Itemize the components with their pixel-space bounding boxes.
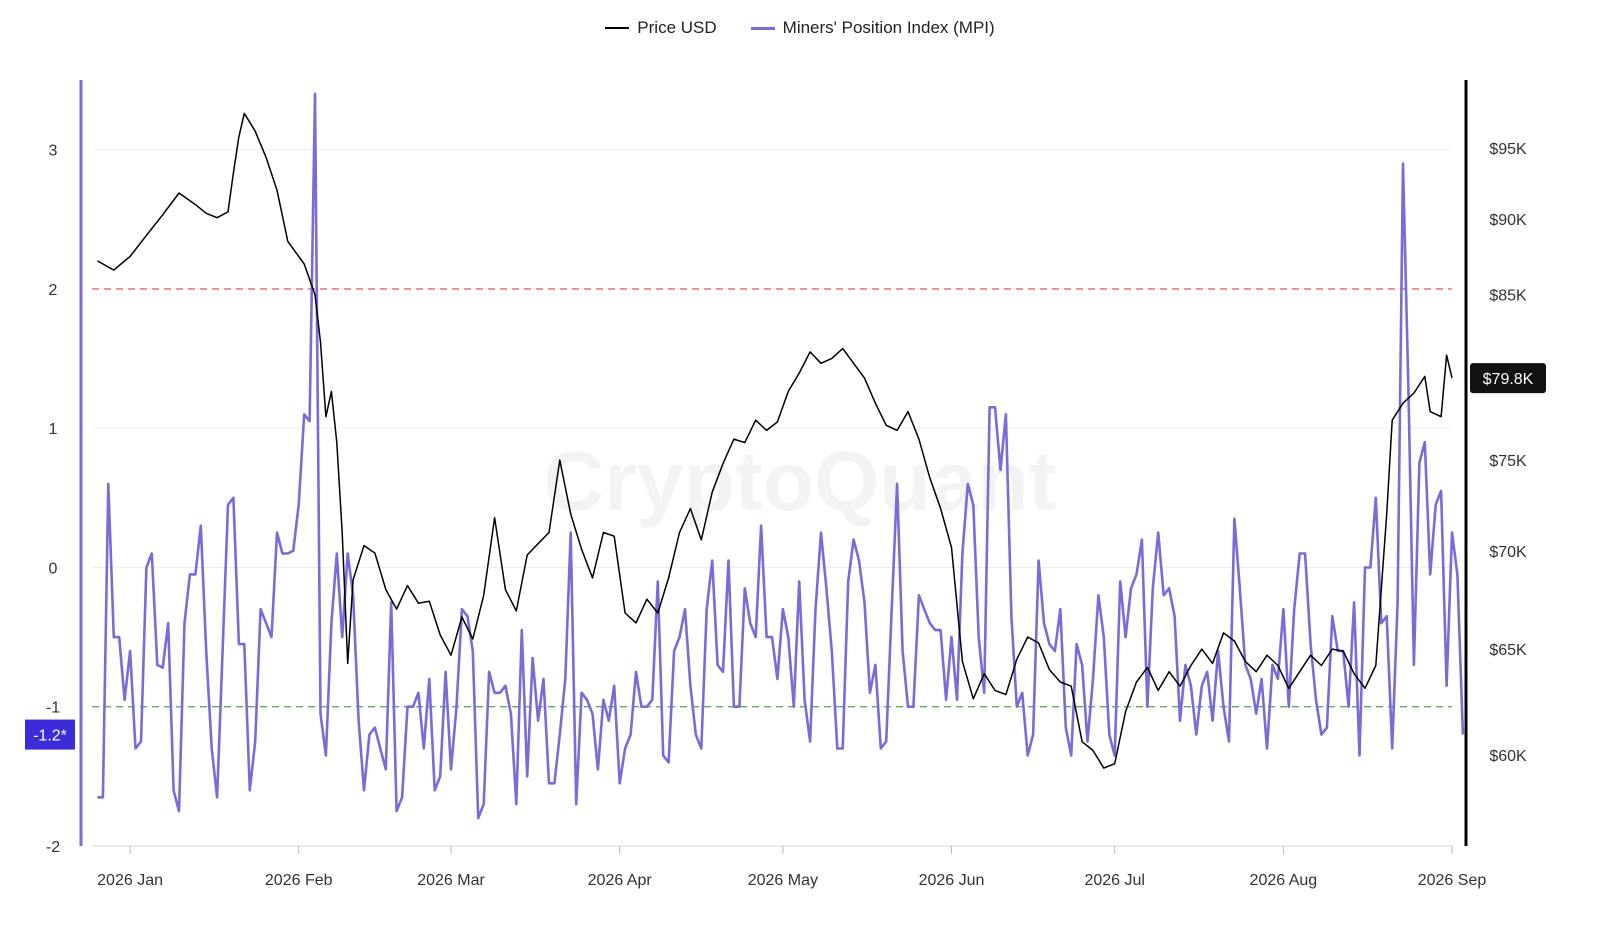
x-tick-label: 2026 Feb <box>265 872 333 889</box>
y-right-tick-label: $75K <box>1489 453 1527 470</box>
mpi-series-line[interactable] <box>97 92 1465 820</box>
price-current-badge <box>1470 363 1546 394</box>
chart-legend: Price USD Miners' Position Index (MPI) <box>0 18 1600 38</box>
x-tick-label: 2026 Jun <box>919 872 985 889</box>
legend-swatch-mpi <box>750 26 775 30</box>
series-layer <box>97 92 1465 820</box>
y-right-tick-label: $90K <box>1489 212 1527 229</box>
axis-labels: 3210-1-2$95K$90K$85K$80K$75K$70K$65K$60K… <box>25 141 1546 889</box>
y-left-tick-label: 0 <box>49 560 58 577</box>
axes <box>79 80 1468 854</box>
price-series-line[interactable] <box>97 112 1453 769</box>
x-tick-label: 2026 Aug <box>1250 872 1318 889</box>
x-tick-label: 2026 Jan <box>97 872 163 889</box>
reference-lines <box>92 288 1452 708</box>
x-tick-label: 2026 May <box>748 872 818 889</box>
legend-item-price[interactable]: Price USD <box>605 18 717 38</box>
x-tick-label: 2026 Mar <box>417 872 485 889</box>
legend-label-price: Price USD <box>637 18 717 37</box>
x-tick-label: 2026 Sep <box>1418 872 1487 889</box>
y-right-tick-label: $70K <box>1489 544 1527 561</box>
y-right-tick-label: $85K <box>1489 288 1527 305</box>
legend-swatch-price <box>605 27 630 29</box>
x-tick-label: 2026 Apr <box>588 872 653 889</box>
watermark-text: CryptoQuant <box>543 434 1056 528</box>
mpi-current-badge-label: -1.2* <box>33 728 67 745</box>
y-left-tick-label: 3 <box>49 143 58 160</box>
y-left-tick-label: -2 <box>46 839 60 856</box>
x-tick-label: 2026 Jul <box>1084 872 1145 889</box>
y-left-tick-label: 1 <box>49 421 58 438</box>
y-right-tick-label: $60K <box>1489 748 1527 765</box>
y-right-tick-label: $65K <box>1489 642 1527 659</box>
mpi-current-badge <box>25 719 75 750</box>
y-left-tick-label: -1 <box>46 700 60 717</box>
y-right-tick-label: $95K <box>1489 141 1527 158</box>
y-left-tick-label: 2 <box>49 282 58 299</box>
price-current-badge-label: $79.8K <box>1483 371 1534 388</box>
legend-label-mpi: Miners' Position Index (MPI) <box>782 18 995 37</box>
legend-item-mpi[interactable]: Miners' Position Index (MPI) <box>750 18 995 38</box>
